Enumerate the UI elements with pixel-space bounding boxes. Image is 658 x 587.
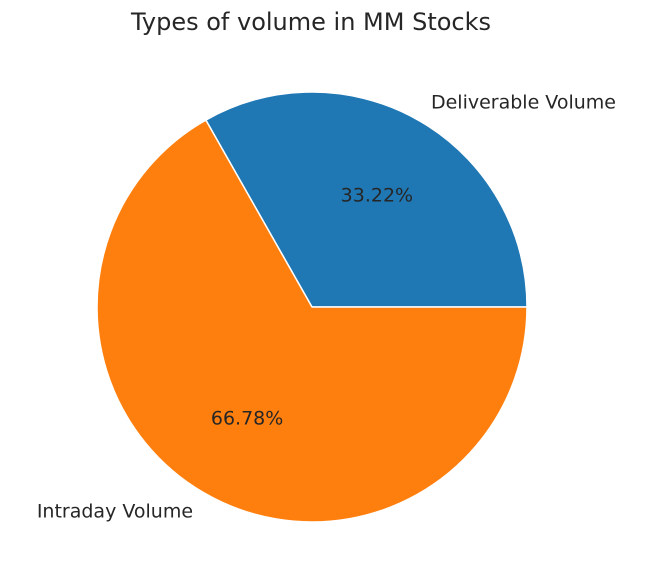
pie-category-label: Deliverable Volume (431, 92, 616, 114)
pie-category-label: Intraday Volume (37, 500, 193, 522)
pie-slice-deliverable-volume (204, 91, 528, 308)
pie-slices (96, 91, 528, 523)
pie-percent-label: 33.22% (341, 185, 413, 207)
pie-labels: 33.22% Deliverable Volume 66.78% Intraday V… (37, 92, 616, 523)
pie-slice-intraday-volume (96, 119, 528, 523)
chart-title: Types of volume in MM Stocks (130, 8, 491, 36)
pie-percent-label: 66.78% (211, 407, 283, 429)
